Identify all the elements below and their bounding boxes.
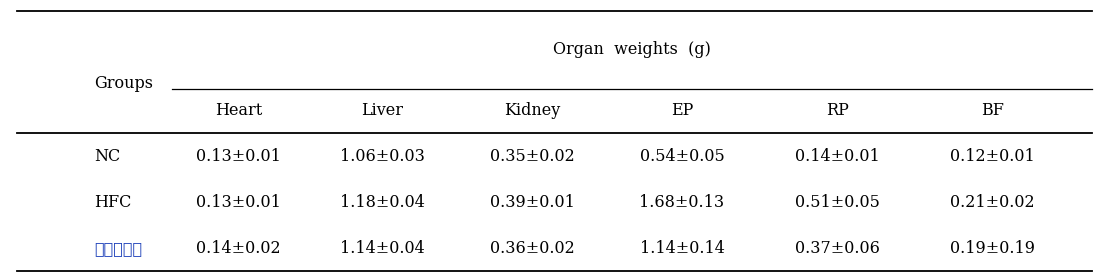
- Text: 0.13±0.01: 0.13±0.01: [196, 148, 281, 165]
- Text: EP: EP: [671, 102, 693, 119]
- Text: 0.51±0.05: 0.51±0.05: [795, 194, 879, 211]
- Text: 1.06±0.03: 1.06±0.03: [340, 148, 425, 165]
- Text: 1.68±0.13: 1.68±0.13: [640, 194, 724, 211]
- Text: RP: RP: [826, 102, 848, 119]
- Text: 0.37±0.06: 0.37±0.06: [795, 240, 879, 257]
- Text: 0.13±0.01: 0.13±0.01: [196, 194, 281, 211]
- Text: 1.14±0.14: 1.14±0.14: [640, 240, 724, 257]
- Text: Liver: Liver: [362, 102, 404, 119]
- Text: 0.12±0.01: 0.12±0.01: [950, 148, 1035, 165]
- Text: NC: NC: [94, 148, 121, 165]
- Text: 0.19±0.19: 0.19±0.19: [950, 240, 1035, 257]
- Text: HFC: HFC: [94, 194, 132, 211]
- Text: 0.36±0.02: 0.36±0.02: [490, 240, 574, 257]
- Text: Organ  weights  (g): Organ weights (g): [553, 41, 711, 58]
- Text: 0.14±0.01: 0.14±0.01: [795, 148, 879, 165]
- Text: Heart: Heart: [215, 102, 262, 119]
- Text: BF: BF: [981, 102, 1004, 119]
- Text: 0.21±0.02: 0.21±0.02: [950, 194, 1035, 211]
- Text: 1.14±0.04: 1.14±0.04: [340, 240, 425, 257]
- Text: 0.54±0.05: 0.54±0.05: [640, 148, 724, 165]
- Text: 1.18±0.04: 1.18±0.04: [340, 194, 425, 211]
- Text: 0.14±0.02: 0.14±0.02: [196, 240, 281, 257]
- Text: Groups: Groups: [94, 75, 153, 92]
- Text: Kidney: Kidney: [505, 102, 560, 119]
- Text: 0.35±0.02: 0.35±0.02: [490, 148, 574, 165]
- Text: 머위빌루리: 머위빌루리: [94, 240, 142, 257]
- Text: 0.39±0.01: 0.39±0.01: [490, 194, 574, 211]
